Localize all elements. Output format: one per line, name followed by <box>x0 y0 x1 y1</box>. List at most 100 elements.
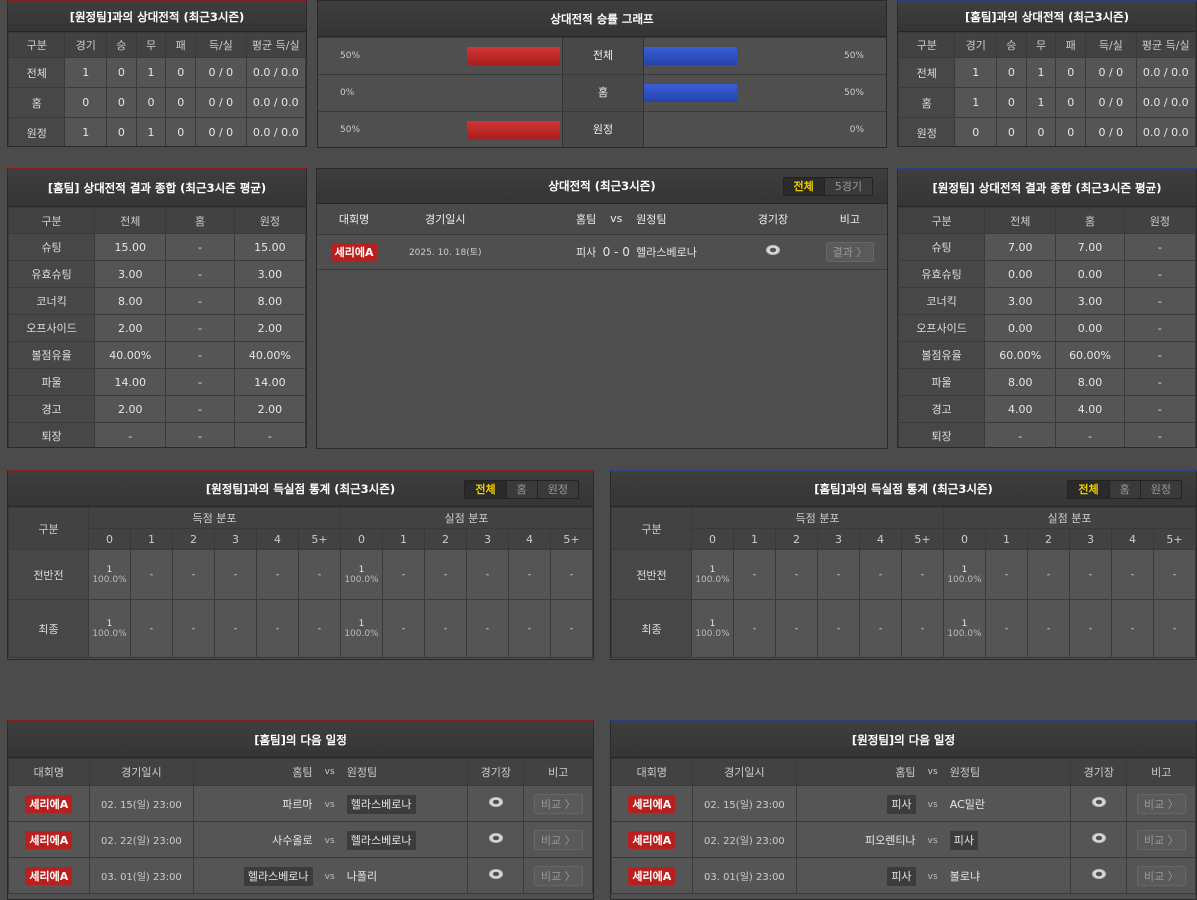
group-header-row: 구분 득점 분포 실점 분포 <box>8 507 593 550</box>
goal-count-header: 4 <box>256 528 299 550</box>
distribution-cell: 1 100.0% <box>340 549 383 600</box>
panel-title: [홈팀] 상대전적 결과 종합 (최근3시즌 평균) <box>8 170 306 207</box>
h2h-home-panel: [홈팀]과의 상대전적 (최근3시즌) 구분 경기 승 무 패 득/실 평균 득/실 전체 1 0 1… <box>897 0 1197 147</box>
schedule-row[interactable]: 세리에A 02. 22(일) 23:00 피오렌티나 vs 피사 비교 〉 <box>611 821 1196 858</box>
schedule-row[interactable]: 세리에A 02. 15(일) 23:00 파르마 vs 헬라스베로나 비교 〉 <box>8 785 593 822</box>
cell: 0 <box>106 57 137 88</box>
count: - <box>1130 569 1135 580</box>
column-header: 경기 <box>954 32 997 58</box>
cell: - <box>165 395 235 423</box>
cell: 0 <box>996 57 1027 88</box>
schedule-row[interactable]: 세리에A 02. 15(일) 23:00 피사 vs AC밀란 비교 〉 <box>611 785 1196 822</box>
table-row: 코너킥 3.00 3.00- <box>898 287 1196 315</box>
column-header: 구분 <box>8 32 66 58</box>
tab-1[interactable]: 홈 <box>1108 481 1140 498</box>
home-team: 헬라스베로나 <box>243 866 313 886</box>
home-team: 피오렌티나 <box>864 833 916 847</box>
count: - <box>527 623 532 634</box>
row-label: 슈팅 <box>8 233 96 261</box>
stadium-icon[interactable] <box>488 869 503 879</box>
home-rate-bar <box>467 46 560 65</box>
tab-1[interactable]: 홈 <box>505 481 537 498</box>
stadium-icon[interactable] <box>488 833 503 843</box>
count: - <box>1172 569 1177 580</box>
row-label: 전반전 <box>611 549 692 600</box>
goal-count-header: 1 <box>733 528 776 550</box>
tab-2[interactable]: 원정 <box>536 481 578 498</box>
league-badge[interactable]: 세리에A <box>628 830 676 849</box>
distribution-cell: 1 100.0% <box>340 599 383 658</box>
schedule-row[interactable]: 세리에A 03. 01(일) 23:00 헬라스베로나 vs 나폴리 비교 〉 <box>8 857 593 894</box>
cell: - <box>165 422 235 447</box>
header-row: 대회명 경기일시 홈팀 vs 원정팀 경기장 비고 <box>8 758 593 786</box>
tab-1[interactable]: 5경기 <box>823 178 872 195</box>
distribution-cell: - <box>550 599 593 658</box>
schedule-row[interactable]: 세리에A 02. 22(일) 23:00 사수올로 vs 헬라스베로나 비교 〉 <box>8 821 593 858</box>
column-header: 전체 <box>94 207 167 234</box>
panel-title-text: 상대전적 승률 그래프 <box>550 12 654 26</box>
distribution-cell: - <box>130 599 173 658</box>
count: - <box>794 623 799 634</box>
table-row: 유효슈팅 0.00 0.00- <box>898 260 1196 288</box>
tab-0[interactable]: 전체 <box>783 178 824 195</box>
tab-0[interactable]: 전체 <box>1068 481 1109 498</box>
league-badge[interactable]: 세리에A <box>25 830 73 849</box>
column-header: 비고 <box>1126 758 1196 786</box>
filter-tabs: 전체 홈 원정 <box>1067 480 1182 499</box>
result-button[interactable]: 결과 〉 <box>825 241 875 262</box>
column-header: 홈팀 <box>499 204 597 235</box>
goals-against-header: 실점 분포 <box>943 507 1196 529</box>
cell: 8.00 <box>94 287 167 315</box>
cell: - <box>165 260 235 288</box>
graph-category-label: 홈 <box>597 85 609 99</box>
row-label: 오프사이드 <box>898 314 986 342</box>
percent: 100.0% <box>695 628 730 639</box>
distribution-cell: 1 100.0% <box>691 549 734 600</box>
cell: 2.00 <box>94 395 167 423</box>
cell: 1 <box>64 117 107 146</box>
distribution-cell: - <box>1111 599 1154 658</box>
cell: - <box>1123 287 1196 315</box>
goal-count-header: 4 <box>1111 528 1154 550</box>
column-header-row: 0 1 2 3 4 5+ 0 1 2 3 4 5+ <box>612 528 1196 550</box>
count: - <box>443 623 448 634</box>
cell: 0 <box>1055 117 1087 146</box>
distribution-cell: - <box>733 599 776 658</box>
row-label: 원정 <box>898 117 956 146</box>
compare-button[interactable]: 비교 〉 <box>1136 865 1186 886</box>
panel-title-text: [홈팀]과의 득실점 통계 (최근3시즌) <box>814 482 993 496</box>
tab-2[interactable]: 원정 <box>1139 481 1181 498</box>
count: - <box>149 569 154 580</box>
column-header: 경기일시 <box>88 758 195 786</box>
tab-0[interactable]: 전체 <box>465 481 506 498</box>
stadium-icon[interactable] <box>1091 797 1106 807</box>
match-row[interactable]: 세리에A 2025. 10. 18(토) 피사 0 - 0 헬라스베로나 결과 〉 <box>317 234 887 270</box>
row-label: 경고 <box>898 395 986 423</box>
stadium-icon[interactable] <box>1091 869 1106 879</box>
compare-button[interactable]: 비교 〉 <box>1136 829 1186 850</box>
stadium-icon[interactable] <box>488 797 503 807</box>
away-team: 헬라스베로나 <box>636 245 697 259</box>
league-badge[interactable]: 세리에A <box>25 866 73 885</box>
column-header: 원정팀 <box>949 758 1072 786</box>
league-badge[interactable]: 세리에A <box>628 866 676 885</box>
league-badge[interactable]: 세리에A <box>330 242 378 261</box>
count: - <box>317 623 322 634</box>
compare-button[interactable]: 비교 〉 <box>533 865 583 886</box>
cell: 0 <box>1025 117 1057 146</box>
vs-label: vs <box>324 800 335 810</box>
cell: - <box>1123 422 1196 447</box>
cell: - <box>165 314 235 342</box>
cell: 60.00% <box>984 341 1057 369</box>
compare-button[interactable]: 비교 〉 <box>1136 793 1186 814</box>
vs-label: vs <box>324 872 335 882</box>
league-badge[interactable]: 세리에A <box>628 794 676 813</box>
stadium-icon[interactable] <box>765 245 780 255</box>
stadium-icon[interactable] <box>1091 833 1106 843</box>
distribution-cell: - <box>130 549 173 600</box>
compare-button[interactable]: 비교 〉 <box>533 829 583 850</box>
row-label: 슈팅 <box>898 233 986 261</box>
schedule-row[interactable]: 세리에A 03. 01(일) 23:00 피사 vs 볼로냐 비교 〉 <box>611 857 1196 894</box>
compare-button[interactable]: 비교 〉 <box>533 793 583 814</box>
league-badge[interactable]: 세리에A <box>25 794 73 813</box>
